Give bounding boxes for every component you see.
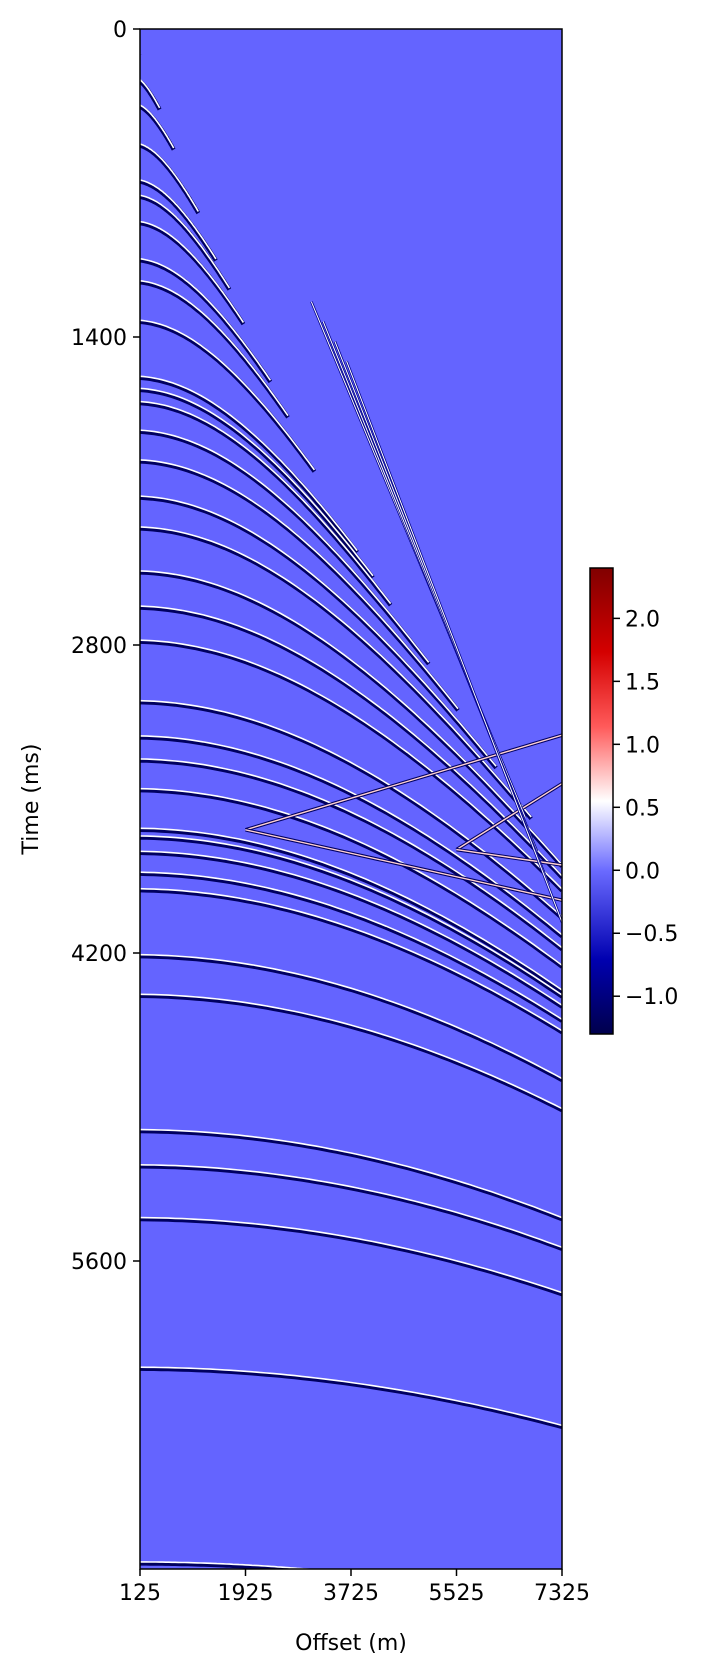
reflection-event-peak — [140, 1128, 562, 1219]
reflection-event-trough — [140, 835, 562, 999]
reflection-event-peak — [140, 787, 562, 966]
reflection-event-trough — [140, 387, 375, 579]
colorbar-tick-label: −1.0 — [625, 985, 678, 1010]
reflection-event-peak — [140, 953, 562, 1080]
reflection-event-trough — [140, 758, 562, 951]
reflection-event-trough — [140, 401, 393, 607]
reflection-event-trough — [140, 788, 562, 969]
reflection-event-peak — [140, 495, 497, 767]
reflection-event-trough — [140, 1129, 562, 1222]
reflection-event-trough — [140, 871, 562, 1023]
reflection-event-trough — [140, 375, 359, 554]
reflection-event-peak — [140, 1164, 562, 1249]
reflection-event-peak — [140, 319, 316, 471]
reflection-event-peak — [140, 699, 562, 918]
x-tick-label: 125 — [119, 1581, 161, 1606]
reflection-event-peak — [140, 639, 562, 890]
reflection-event-peak — [140, 459, 459, 710]
x-tick-label: 5525 — [429, 1581, 485, 1606]
reflection-event-peak — [140, 1366, 562, 1427]
reflection-event-trough — [140, 827, 562, 994]
reflection-event-trough — [140, 570, 562, 868]
reflection-event-trough — [140, 1164, 562, 1251]
reflection-event-trough — [140, 1561, 313, 1569]
reflection-event-peak — [140, 1216, 562, 1294]
reflection-event-trough — [140, 735, 562, 939]
reflection-event-peak — [140, 835, 562, 996]
reflection-event-peak — [140, 827, 562, 991]
heatmap-events — [140, 52, 562, 1569]
reflection-event-peak — [140, 887, 562, 1032]
reflection-event-peak — [140, 179, 217, 260]
colorbar-ticks: −1.0 −0.5 0.0 0.5 1.0 1.5 2.0 — [613, 607, 678, 1010]
reflection-event-peak — [140, 375, 358, 552]
reflection-event-trough — [140, 639, 562, 893]
reflection-event-trough — [140, 850, 562, 1009]
reflection-event-peak — [140, 280, 289, 417]
reflection-event-trough — [140, 888, 562, 1035]
x-tick-label: 3725 — [323, 1581, 379, 1606]
crossing-event-peak — [245, 829, 562, 901]
colorbar-tick-label: −0.5 — [625, 922, 678, 947]
colorbar-tick-label: 2.0 — [625, 607, 660, 632]
crossing-event-peak — [245, 734, 562, 831]
x-axis: 125 1925 3725 5525 7325 — [119, 1569, 590, 1606]
y-tick-label: 1400 — [71, 326, 127, 351]
reflection-event-trough — [140, 605, 562, 880]
reflection-event-peak — [140, 387, 374, 577]
reflection-event-trough — [140, 319, 317, 473]
reflection-event-peak — [140, 194, 231, 289]
reflection-event-peak — [140, 79, 161, 109]
reflection-event-peak — [140, 258, 272, 381]
reflection-event-trough — [140, 526, 533, 820]
reflection-event-trough — [140, 258, 273, 384]
y-axis: 0 1400 2800 4200 5600 — [71, 18, 140, 1275]
reflection-event-peak — [140, 429, 430, 663]
reflection-event-trough — [140, 221, 246, 326]
reflection-event-trough — [140, 495, 498, 770]
y-tick-label: 0 — [113, 18, 127, 43]
reflection-event-peak — [140, 850, 562, 1006]
x-tick-label: 7325 — [534, 1581, 590, 1606]
linear-event-peak — [346, 361, 562, 923]
reflection-event-peak — [140, 143, 199, 212]
reflection-event-trough — [140, 194, 232, 291]
x-axis-label: Offset (m) — [295, 1631, 407, 1656]
reflection-event-trough — [140, 954, 562, 1082]
colorbar-tick-label: 0.5 — [625, 796, 660, 821]
y-axis-label: Time (ms) — [19, 744, 44, 856]
y-tick-label: 2800 — [71, 634, 127, 659]
reflection-event-peak — [140, 570, 562, 866]
reflection-event-peak — [140, 104, 175, 149]
crossing-event-peak — [456, 848, 562, 866]
reflection-event-trough — [140, 993, 562, 1113]
colorbar-tick-label: 1.5 — [625, 670, 660, 695]
y-tick-label: 4200 — [71, 942, 127, 967]
colorbar-tick-label: 1.0 — [625, 733, 660, 758]
reflection-event-peak — [140, 871, 562, 1020]
reflection-event-trough — [140, 280, 290, 419]
reflection-event-trough — [140, 1366, 562, 1430]
reflection-event-trough — [140, 459, 460, 712]
reflection-event-trough — [140, 429, 431, 666]
reflection-event-trough — [140, 179, 218, 262]
reflection-event-peak — [140, 220, 245, 323]
reflection-event-trough — [140, 700, 562, 920]
y-tick-label: 5600 — [71, 1250, 127, 1275]
reflection-event-peak — [140, 526, 532, 818]
colorbar-tick-label: 0.0 — [625, 859, 660, 884]
colorbar — [589, 567, 614, 1035]
reflection-event-peak — [140, 400, 392, 605]
reflection-event-peak — [140, 758, 562, 949]
reflection-event-peak — [140, 735, 562, 936]
reflection-event-peak — [140, 993, 562, 1110]
reflection-event-peak — [140, 605, 562, 877]
crossing-event-peak — [456, 783, 562, 851]
reflection-event-trough — [140, 143, 201, 215]
x-tick-label: 1925 — [218, 1581, 274, 1606]
reflection-event-trough — [140, 1217, 562, 1297]
